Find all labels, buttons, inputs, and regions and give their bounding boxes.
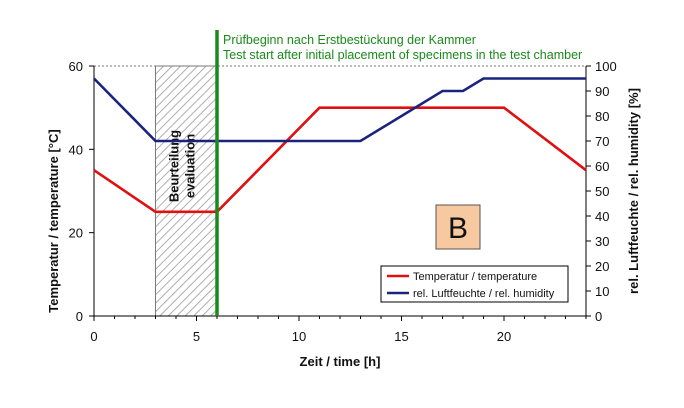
evaluation-label-en: evaluation	[182, 134, 197, 198]
test-start-label-en: Test start after initial placement of sp…	[223, 48, 582, 62]
y2-tick-label: 50	[595, 184, 609, 199]
y2-tick-label: 70	[595, 134, 609, 149]
y-axis-label: Temperatur / temperature [°C]	[46, 129, 61, 312]
y2-tick-label: 90	[595, 84, 609, 99]
y2-tick-label: 40	[595, 209, 609, 224]
y-tick-label: 0	[76, 309, 83, 324]
y2-tick-label: 100	[595, 59, 617, 74]
panel-label: B	[448, 212, 468, 245]
series-line-humidity	[93, 77, 586, 143]
y2-tick-label: 10	[595, 284, 609, 299]
series-line-temperature	[93, 106, 587, 214]
y2-tick-label: 30	[595, 234, 609, 249]
x-axis-label: Zeit / time [h]	[300, 354, 381, 369]
evaluation-zone	[155, 65, 218, 317]
legend-label-temperature: Temperatur / temperature	[413, 271, 537, 283]
evaluation-label-de: Beurteilung	[166, 130, 181, 202]
test-start-label-de: Prüfbeginn nach Erstbestückung der Kamme…	[223, 33, 476, 47]
y2-tick-label: 60	[595, 159, 609, 174]
x-tick-label: 5	[193, 329, 200, 344]
legend-box	[380, 265, 569, 303]
y2-tick-label: 0	[595, 309, 602, 324]
y2-tick-label: 80	[595, 109, 609, 124]
y-tick-label: 60	[69, 59, 83, 74]
ticks-group: 0 5 10 15 20 0 20 40 60 0 10 20 30 40 50 60 70 80 90 100	[69, 59, 617, 344]
y-tick-label: 20	[69, 226, 83, 241]
x-tick-label: 15	[394, 329, 408, 344]
y-tick-label: 40	[69, 142, 83, 157]
panel-label-box	[435, 204, 481, 250]
legend: Temperatur / temperature rel. Luftfeucht…	[380, 265, 569, 303]
y2-axis-label: rel. Luftfeuchte / rel. humidity [%]	[626, 88, 641, 294]
y2-tick-label: 20	[595, 259, 609, 274]
x-tick-label: 0	[90, 329, 97, 344]
x-tick-label: 10	[292, 329, 306, 344]
legend-label-humidity: rel. Luftfeuchte / rel. humidity	[413, 288, 555, 300]
x-tick-label: 20	[497, 329, 511, 344]
